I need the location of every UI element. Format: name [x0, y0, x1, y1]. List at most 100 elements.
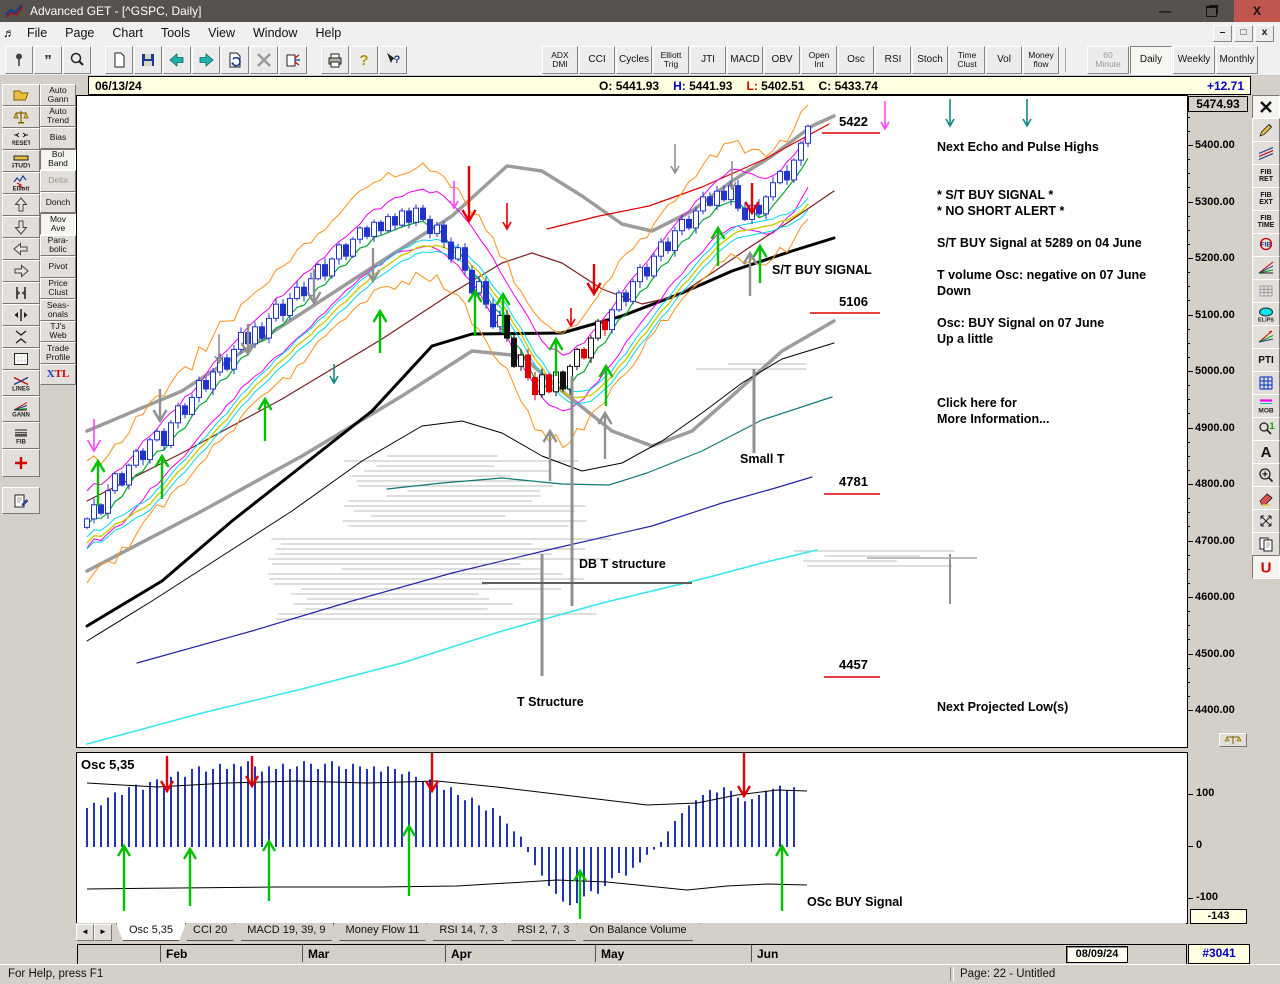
forward-button[interactable]: [192, 45, 220, 74]
click-here-link[interactable]: Click here for: [937, 396, 1017, 410]
timeframe-60-minute-button[interactable]: 60 Minute: [1087, 45, 1130, 74]
oscillator-panel[interactable]: Osc 5,35 OSc BUY Signal: [76, 752, 1188, 924]
lines-button[interactable]: LINES: [2, 370, 40, 396]
mdi-minimize-button[interactable]: –: [1213, 25, 1232, 42]
oscillator-canvas[interactable]: Osc 5,35 OSc BUY Signal: [77, 753, 1187, 923]
fib-button[interactable]: FIB: [2, 422, 40, 449]
tab-macd-19-39-9[interactable]: MACD 19, 39, 9: [234, 923, 338, 941]
study-stoch-button[interactable]: Stoch: [912, 45, 949, 74]
study-vol-button[interactable]: Vol: [986, 45, 1023, 74]
help-button[interactable]: ?: [350, 45, 378, 74]
tab-rsi-14-7-3[interactable]: RSI 14, 7, 3: [426, 923, 510, 941]
reset-button[interactable]: RESET: [2, 128, 40, 150]
tab-scroll-left-button[interactable]: ◄: [76, 924, 94, 941]
copy-pages-button[interactable]: [1252, 532, 1280, 556]
parabolic-button[interactable]: Para-bolic: [40, 234, 76, 256]
find-tool-button[interactable]: 1: [1252, 417, 1280, 441]
text-tool-button[interactable]: A: [1252, 440, 1280, 464]
menu-view[interactable]: View: [208, 26, 235, 40]
menu-window[interactable]: Window: [253, 26, 298, 40]
xtl-button[interactable]: XTL: [40, 363, 76, 385]
more-info-link[interactable]: More Information...: [937, 412, 1050, 426]
menu-tools[interactable]: Tools: [160, 26, 191, 40]
pencil-tool-button[interactable]: [1252, 118, 1280, 142]
tab-rsi-2-7-3[interactable]: RSI 2, 7, 3: [504, 923, 582, 941]
timeframe-monthly-button[interactable]: Monthly: [1216, 45, 1259, 74]
axis-scales-button[interactable]: [1219, 733, 1247, 747]
crosshair-button[interactable]: [2, 449, 40, 477]
mob-button[interactable]: MOB: [1252, 394, 1280, 418]
study-adx-dmi-button[interactable]: ADX DMI: [542, 45, 578, 74]
study-osc-button[interactable]: Osc: [838, 45, 875, 74]
delete-tool-button[interactable]: [1252, 95, 1280, 119]
open-chart-button[interactable]: [2, 84, 40, 106]
study-jti-button[interactable]: JTI: [690, 45, 727, 74]
context-help-button[interactable]: ?: [379, 45, 407, 74]
scales-button[interactable]: [2, 106, 40, 128]
tab-scroll-right-button[interactable]: ►: [94, 924, 112, 941]
delta-button[interactable]: Delta: [40, 170, 76, 192]
seasonals-button[interactable]: Seas-onals: [40, 299, 76, 321]
fib-retracement-button[interactable]: FIB RET: [1252, 164, 1280, 188]
scroll-up-button[interactable]: [2, 194, 40, 216]
quote-button[interactable]: ”: [34, 45, 62, 74]
study-obv-button[interactable]: OBV: [764, 45, 801, 74]
trendlines-tool-button[interactable]: [1252, 141, 1280, 165]
back-button[interactable]: [163, 45, 191, 74]
magnet-tool-button[interactable]: U: [1252, 555, 1280, 579]
scroll-left-button[interactable]: [2, 238, 40, 260]
bias-button[interactable]: Bias: [40, 127, 76, 149]
elliott-button[interactable]: Elliott: [2, 172, 40, 194]
study-rsi-button[interactable]: RSI: [875, 45, 912, 74]
menu-help[interactable]: Help: [315, 26, 342, 40]
timeframe-weekly-button[interactable]: Weekly: [1173, 45, 1216, 74]
tab-money-flow-11[interactable]: Money Flow 11: [333, 923, 433, 941]
oscillator-axis[interactable]: 100 0 -100 -143: [1188, 752, 1249, 924]
minimize-button[interactable]: —: [1142, 0, 1188, 22]
tab-on-balance-volume[interactable]: On Balance Volume: [576, 923, 699, 941]
delete-page-button[interactable]: [250, 45, 278, 74]
main-chart-panel[interactable]: 5422 5106 4781 4457 Next Echo and Pulse High…: [76, 95, 1188, 748]
search-button[interactable]: [63, 45, 91, 74]
scroll-right-button[interactable]: [2, 260, 40, 282]
price-clust-button[interactable]: Price Clust: [40, 277, 76, 299]
pitchfork-tool-button[interactable]: [1252, 325, 1280, 349]
save-button[interactable]: [134, 45, 162, 74]
menu-file[interactable]: File: [27, 26, 48, 40]
properties-button[interactable]: [2, 487, 40, 514]
eraser-tool-button[interactable]: [1252, 486, 1280, 510]
pages-button[interactable]: [279, 45, 307, 74]
print-button[interactable]: [321, 45, 349, 74]
study-money-flow-button[interactable]: Money flow: [1023, 45, 1060, 74]
bol-band-button[interactable]: Bol Band: [40, 148, 76, 170]
close-button[interactable]: X: [1234, 0, 1280, 22]
scroll-down-button[interactable]: [2, 216, 40, 238]
study-cci-button[interactable]: CCI: [579, 45, 615, 74]
auto-trend-button[interactable]: Auto Trend: [40, 105, 76, 127]
expand-view-button[interactable]: [1252, 509, 1280, 533]
restore-button[interactable]: [1188, 0, 1234, 22]
study-time-clust-button[interactable]: Time Clust: [949, 45, 986, 74]
blue-grid-button[interactable]: [1252, 371, 1280, 395]
end-date-box[interactable]: 08/09/24: [1066, 946, 1128, 963]
mdi-close-button[interactable]: x: [1255, 25, 1274, 42]
study-open-int-button[interactable]: Open Int: [801, 45, 838, 74]
new-page-button[interactable]: [105, 45, 133, 74]
menu-page[interactable]: Page: [65, 26, 95, 40]
fib-circle-button[interactable]: FIB: [1252, 233, 1280, 257]
reload-page-button[interactable]: [221, 45, 249, 74]
time-axis[interactable]: Feb Mar Apr May Jun 08/09/24: [77, 944, 1187, 965]
mdi-restore-button[interactable]: □: [1234, 25, 1253, 42]
pin-button[interactable]: [5, 45, 33, 74]
tab-osc-5-35[interactable]: Osc 5,35: [116, 923, 186, 941]
study-macd-button[interactable]: MACD: [727, 45, 764, 74]
tab-cci-20[interactable]: CCI 20: [180, 923, 240, 941]
ellipse-tool-button[interactable]: ELiPS: [1252, 302, 1280, 326]
gann-button[interactable]: GANN: [2, 396, 40, 422]
fib-extension-button[interactable]: FIB EXT: [1252, 187, 1280, 211]
auto-gann-button[interactable]: Auto Gann: [40, 84, 76, 106]
system-menu-icon[interactable]: ♬: [3, 26, 15, 40]
pti-button[interactable]: PTI: [1252, 348, 1280, 372]
trade-profile-button[interactable]: Trade Profile: [40, 342, 76, 364]
donch-button[interactable]: Donch: [40, 191, 76, 213]
